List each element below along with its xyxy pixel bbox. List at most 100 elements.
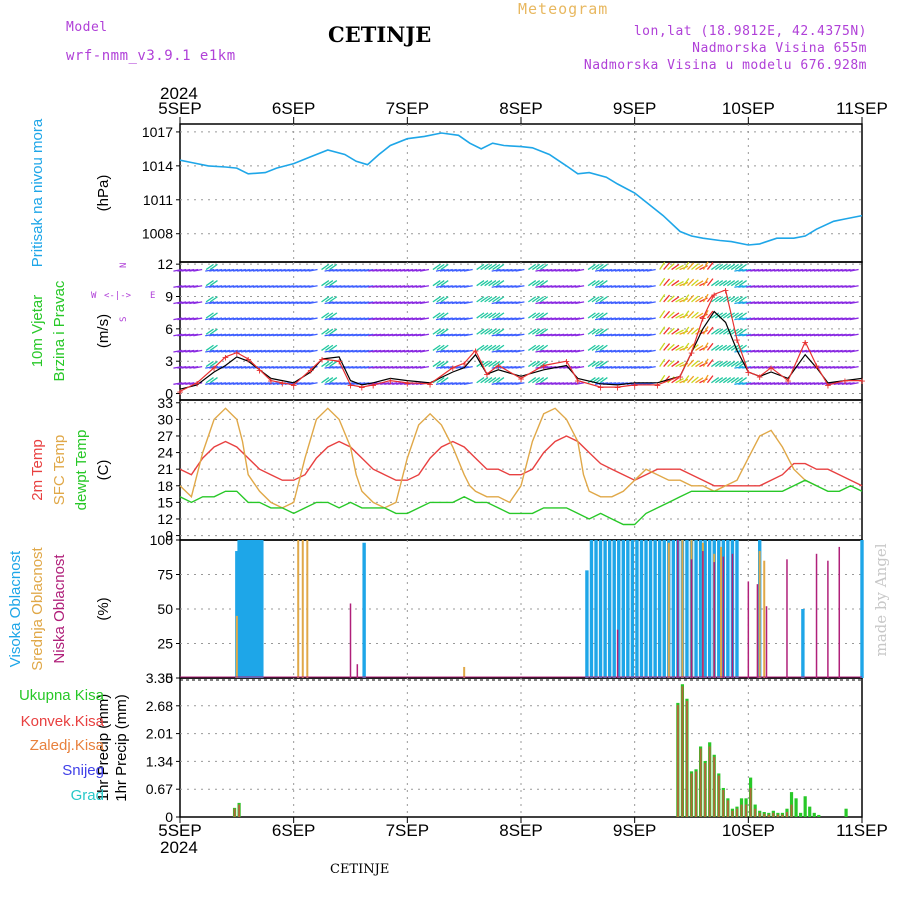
wind-barb xyxy=(734,280,744,287)
wind-barb xyxy=(618,349,628,353)
mid_cloud-bar xyxy=(306,540,309,678)
wind-barb xyxy=(288,317,298,321)
wind-barb xyxy=(252,285,262,288)
wind-barb xyxy=(380,285,390,288)
wind-barb xyxy=(671,280,680,287)
wind-barb xyxy=(531,344,541,351)
wind-barb xyxy=(392,317,402,321)
wind-barb xyxy=(841,317,851,321)
wind-barb xyxy=(484,377,493,384)
wind-barb xyxy=(511,382,521,385)
wind-ytick-label: 3 xyxy=(165,353,173,369)
high_cloud-bar xyxy=(639,540,644,678)
wind-barb xyxy=(638,349,648,353)
wind-barb xyxy=(240,382,251,385)
wind-barb xyxy=(646,365,656,369)
wind-barb xyxy=(829,301,839,305)
wind-barb xyxy=(185,333,195,337)
wind-barb xyxy=(408,285,418,288)
wind-barb xyxy=(738,317,748,321)
wind-barb xyxy=(292,365,302,369)
wind-barb xyxy=(622,268,632,272)
high_cloud-bar xyxy=(244,540,248,678)
compass-west: W xyxy=(91,291,97,301)
wind-barb xyxy=(626,268,636,272)
wind-ytick-label: 9 xyxy=(165,289,173,305)
wind-barb xyxy=(368,268,378,272)
wind-barb xyxy=(451,317,461,321)
wind-barb xyxy=(711,263,720,271)
wind-barb xyxy=(411,349,422,353)
wind-barb xyxy=(308,301,318,305)
gust-marker: + xyxy=(654,379,661,392)
wind-barb xyxy=(244,285,254,288)
wind-barb xyxy=(492,360,501,368)
wind-barb xyxy=(325,328,334,335)
wind-barb xyxy=(404,301,414,305)
wind-barb xyxy=(563,333,573,337)
wind-barb xyxy=(591,263,600,271)
cloud-unit-label: (%) xyxy=(95,597,112,620)
wind-barb xyxy=(244,268,254,272)
wind-barb xyxy=(364,365,374,369)
wind-barb xyxy=(384,285,394,288)
wind-barb xyxy=(356,382,366,385)
wind-barb xyxy=(376,349,386,353)
page-title: CETINJE xyxy=(328,22,432,47)
wind-barb xyxy=(738,263,747,271)
wind-barb xyxy=(702,310,709,319)
wind-barb xyxy=(173,333,183,337)
wind-barb xyxy=(173,268,183,272)
wind-barb xyxy=(610,268,621,272)
wind-barb xyxy=(296,349,306,353)
wind-barb xyxy=(436,296,445,303)
wind-barb xyxy=(702,374,709,384)
conv_precip-bar xyxy=(726,800,729,817)
wind-barb xyxy=(499,317,509,321)
wind-barb xyxy=(332,349,342,353)
wind-barb xyxy=(364,301,374,305)
wind-barb xyxy=(789,349,800,353)
precip-legend-1: Konvek.Kisa xyxy=(21,713,105,730)
wind-barb xyxy=(348,349,358,353)
wind-barb xyxy=(563,317,573,321)
wind-barb xyxy=(599,344,608,351)
wind-barb xyxy=(185,317,195,321)
wind-barb xyxy=(543,333,553,337)
date-label-bottom: 5SEP xyxy=(158,821,201,840)
wind-barb xyxy=(292,333,302,337)
conv_precip-bar xyxy=(681,686,684,817)
wind-barb xyxy=(280,301,290,305)
wind-barb xyxy=(575,349,585,353)
wind-barb xyxy=(683,342,690,351)
wind-barb xyxy=(240,285,251,288)
wind-barb xyxy=(591,296,600,303)
wind-barb xyxy=(805,349,815,353)
wind-barb xyxy=(352,301,362,305)
wind-barb xyxy=(236,301,247,305)
wind-barb xyxy=(535,296,545,303)
wind-barb xyxy=(559,285,569,288)
wind-barb xyxy=(535,317,545,321)
wind-barb xyxy=(695,264,704,271)
model-name: wrf-nmm_v3.9.1 e1km xyxy=(66,48,236,64)
wind-barb xyxy=(598,349,609,353)
wind-barb xyxy=(801,382,811,385)
wind-barb xyxy=(228,349,239,353)
wind-barb xyxy=(225,317,235,321)
wind-barb xyxy=(193,349,203,353)
gust-marker: + xyxy=(472,344,479,357)
wind-barb xyxy=(702,277,709,287)
wind-barb xyxy=(547,382,557,385)
wind-barb xyxy=(193,333,203,337)
wind-barb xyxy=(789,333,800,337)
wind-barb xyxy=(488,360,497,368)
wind-barb xyxy=(781,333,792,337)
wind-barb xyxy=(738,382,748,385)
wind-barb xyxy=(252,317,262,321)
wind-barb xyxy=(181,382,191,385)
wind-barb xyxy=(217,333,227,337)
wind-direction-label: Brzina i Pravac xyxy=(51,280,68,381)
wind-unit-label: (m/s) xyxy=(95,314,112,348)
wind-barb xyxy=(507,301,517,305)
